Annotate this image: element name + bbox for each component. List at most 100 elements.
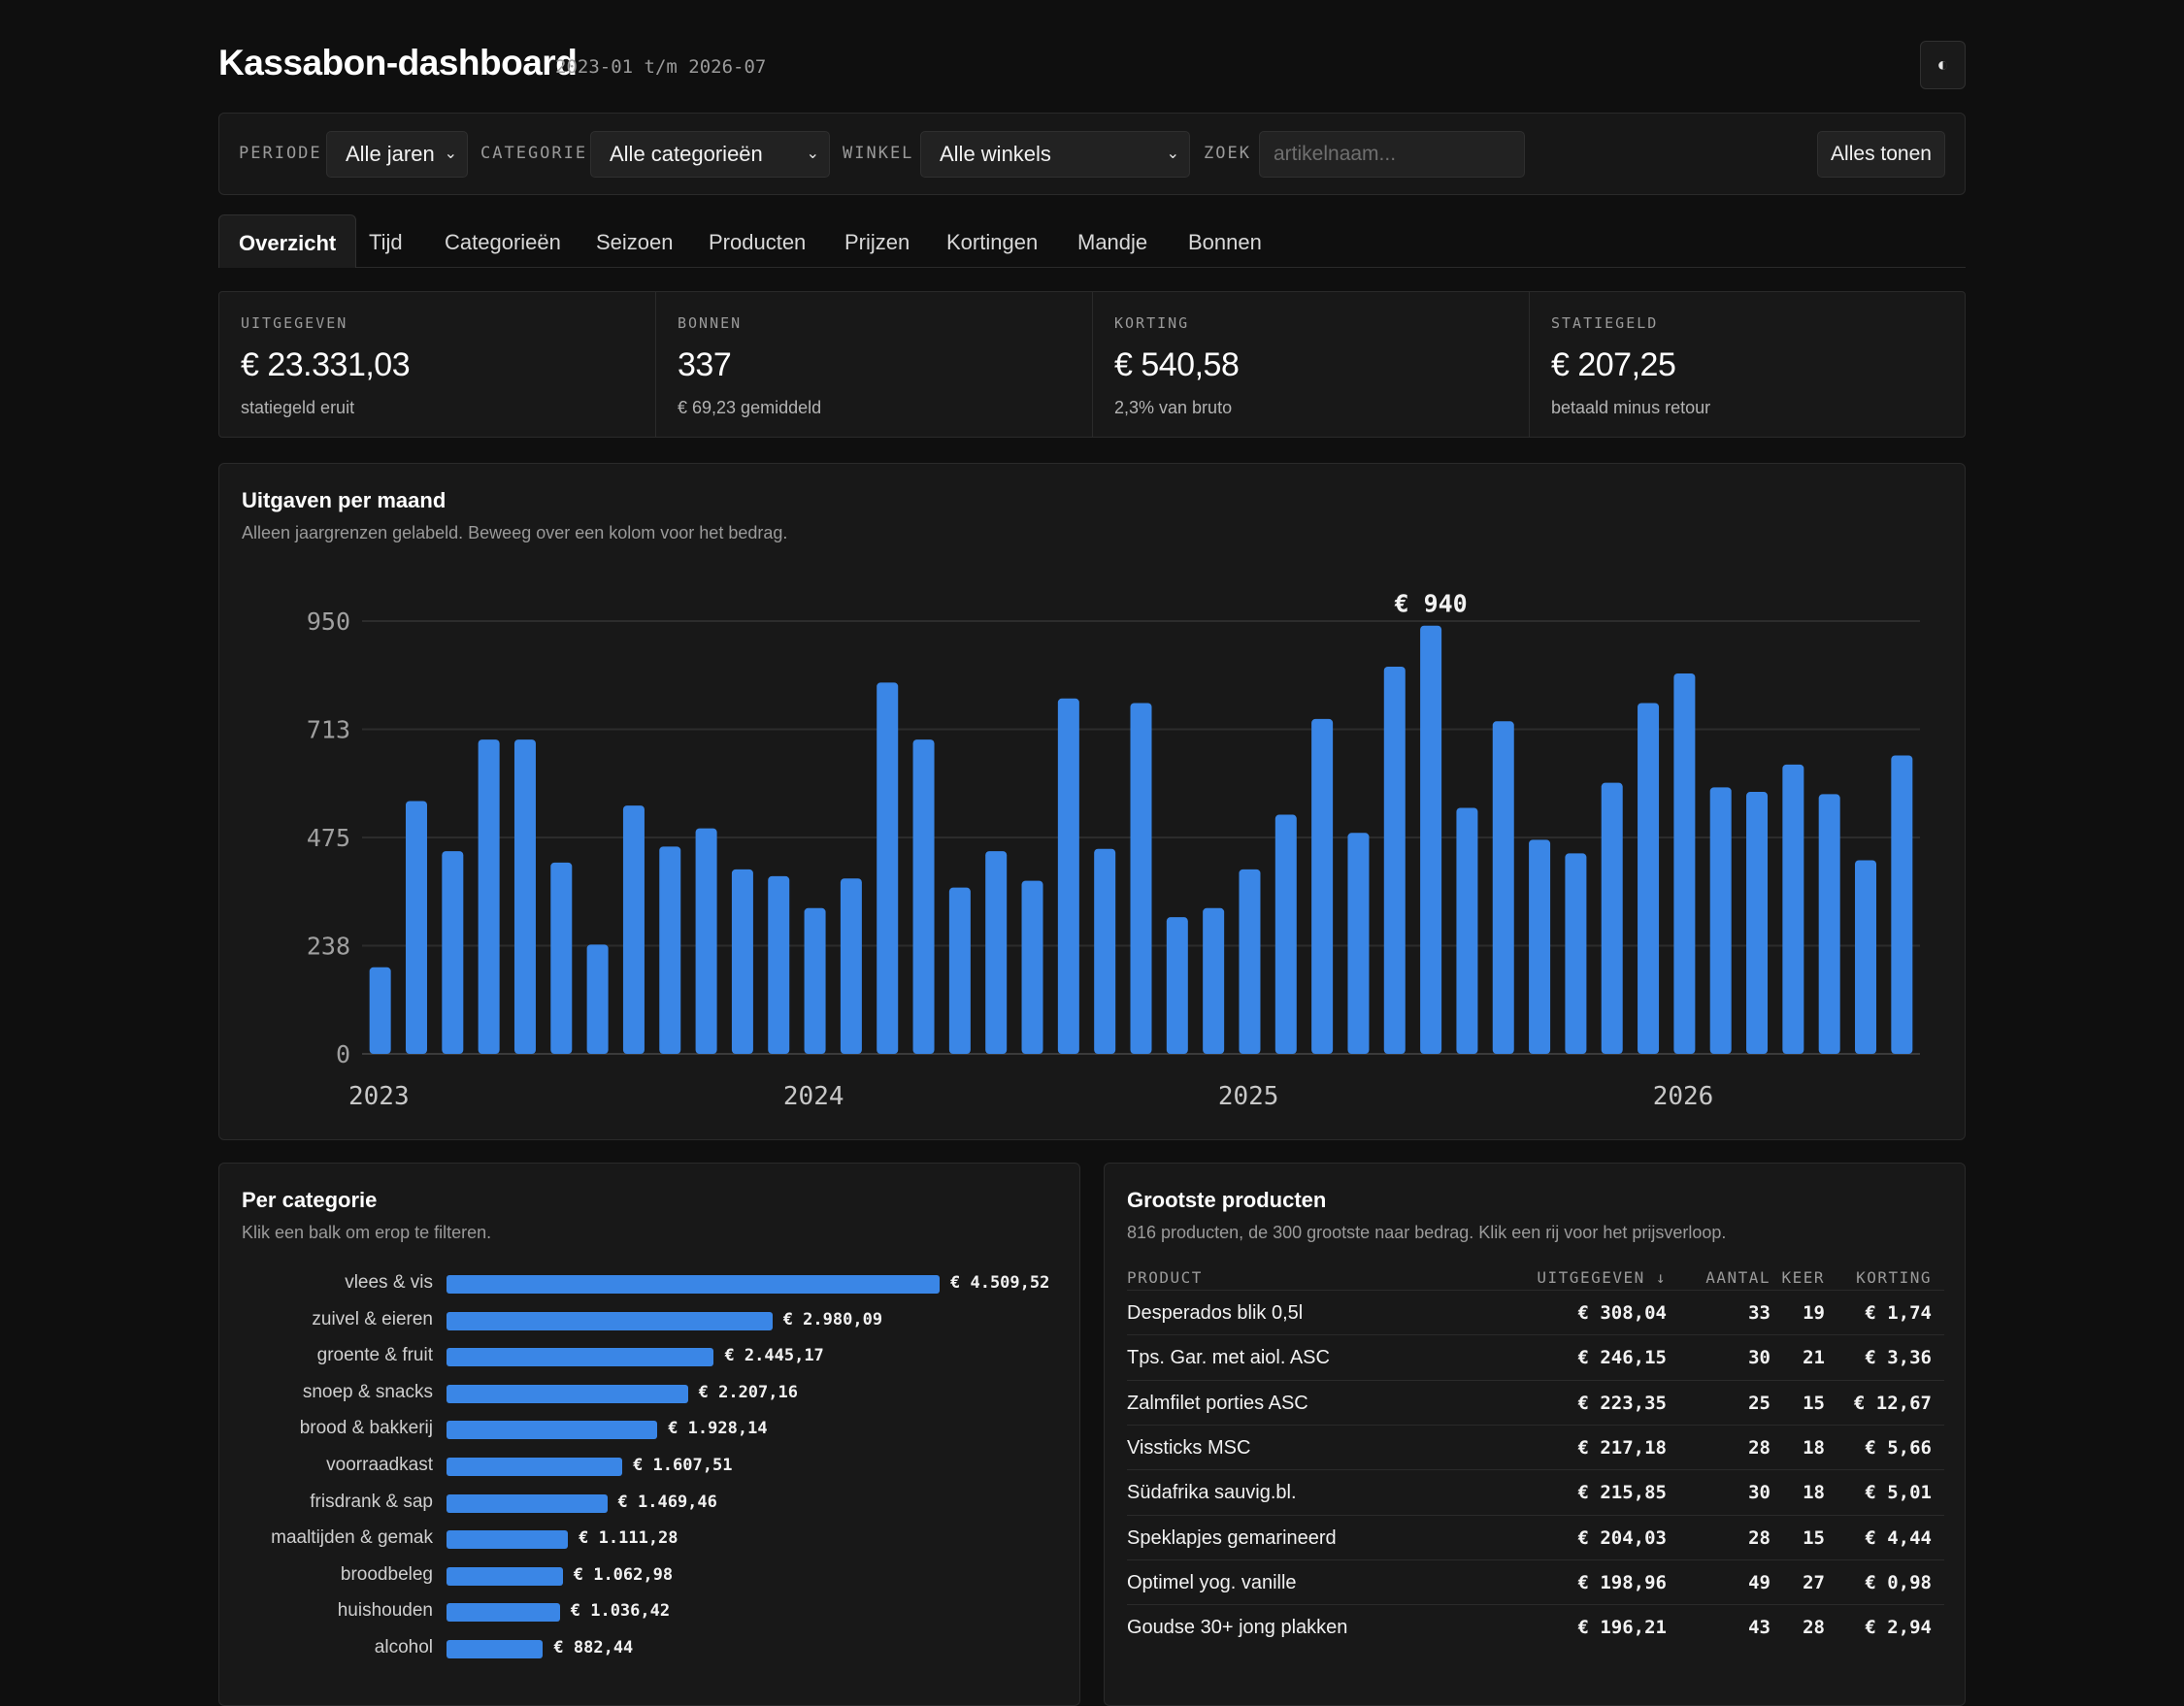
col-header-aantal[interactable]: AANTAL: [1705, 1268, 1770, 1287]
table-row[interactable]: Desperados blik 0,5l € 308,04 33 19 € 1,74: [1127, 1290, 1944, 1334]
tab-mandje[interactable]: Mandje: [1077, 230, 1148, 254]
category-row[interactable]: zuivel & eieren € 2.980,09: [219, 1307, 1081, 1336]
category-bar[interactable]: [447, 1458, 623, 1476]
month-bar: [1311, 718, 1334, 1054]
category-bar[interactable]: [447, 1530, 569, 1550]
category-bar[interactable]: [447, 1640, 544, 1658]
product-times: 28: [1803, 1617, 1825, 1639]
month-bar: [1203, 907, 1225, 1054]
x-tick-label: 2023: [348, 1082, 410, 1111]
product-quantity: 30: [1748, 1482, 1770, 1504]
tab-overzicht[interactable]: Overzicht: [218, 214, 357, 268]
category-bar[interactable]: [447, 1566, 563, 1586]
category-bar[interactable]: [447, 1384, 688, 1403]
month-bar: [768, 875, 790, 1054]
x-tick-label: 2024: [783, 1082, 844, 1111]
product-times: 18: [1803, 1436, 1825, 1459]
tab-tijd[interactable]: Tijd: [369, 230, 403, 254]
product-spent: € 308,04: [1577, 1302, 1667, 1324]
product-name: Südafrika sauvig.bl.: [1127, 1482, 1297, 1504]
month-bar: [1709, 787, 1732, 1054]
kpi-bonnen: BONNEN 337 € 69,23 gemiddeld: [656, 292, 1093, 437]
table-row[interactable]: Zalmfilet porties ASC € 223,35 25 15 € 12,67: [1127, 1379, 1944, 1425]
top-products-card: Grootste producten 816 producten, de 300…: [1104, 1163, 1966, 1706]
tab-categorieen[interactable]: Categorieën: [445, 230, 561, 254]
month-bar: [1492, 721, 1514, 1054]
table-row[interactable]: Optimel yog. vanille € 198,96 49 27 € 0,98: [1127, 1558, 1944, 1604]
category-name: snoep & snacks: [302, 1381, 433, 1402]
product-name: Desperados blik 0,5l: [1127, 1302, 1304, 1324]
month-bar: [1239, 869, 1261, 1054]
product-quantity: 33: [1748, 1302, 1770, 1324]
category-row[interactable]: broodbeleg € 1.062,98: [219, 1562, 1081, 1591]
col-header-product[interactable]: PRODUCT: [1127, 1268, 1203, 1287]
month-bar: [550, 862, 573, 1054]
month-bar: [1746, 792, 1769, 1054]
category-row[interactable]: brood & bakkerij € 1.928,14: [219, 1416, 1081, 1445]
category-row[interactable]: voorraadkast € 1.607,51: [219, 1453, 1081, 1482]
category-row[interactable]: maaltijden & gemak € 1.111,28: [219, 1526, 1081, 1555]
page-header: Kassabon-dashboard 2023-01 t/m 2026-07 ◐: [218, 39, 1966, 93]
category-bar[interactable]: [447, 1348, 714, 1367]
category-bar[interactable]: [447, 1311, 773, 1330]
category-bar[interactable]: [447, 1603, 560, 1623]
monthly-bar-chart: 0 238 475 713 950 € 940 2023 2024 2025 2026: [307, 590, 1920, 1111]
month-bar: [1021, 880, 1043, 1054]
product-name: Vissticks MSC: [1127, 1436, 1251, 1459]
winkel-select[interactable]: Alle winkels ⌄: [920, 131, 1190, 178]
table-row[interactable]: Goudse 30+ jong plakken € 196,21 43 28 € 2,9…: [1127, 1604, 1944, 1649]
category-row[interactable]: groente & fruit € 2.445,17: [219, 1343, 1081, 1372]
category-row[interactable]: vlees & vis € 4.509,52: [219, 1270, 1081, 1299]
tab-producten[interactable]: Producten: [709, 230, 807, 254]
product-times: 15: [1803, 1526, 1825, 1549]
tab-seizoen[interactable]: Seizoen: [596, 230, 674, 254]
product-quantity: 25: [1748, 1392, 1770, 1414]
product-discount: € 12,67: [1853, 1392, 1932, 1414]
tab-prijzen[interactable]: Prijzen: [844, 230, 910, 254]
category-row[interactable]: frisdrank & sap € 1.469,46: [219, 1490, 1081, 1519]
category-row[interactable]: snoep & snacks € 2.207,16: [219, 1380, 1081, 1409]
month-bar: [586, 944, 609, 1054]
table-row[interactable]: Speklapjes gemarineerd € 204,03 28 15 € 4,44: [1127, 1514, 1944, 1559]
month-bar: [877, 682, 899, 1054]
show-all-button[interactable]: Alles tonen: [1817, 131, 1945, 178]
month-bar: [804, 907, 826, 1054]
category-bar[interactable]: [447, 1493, 608, 1513]
category-bar[interactable]: [447, 1275, 940, 1294]
categorie-select[interactable]: Alle categorieën ⌄: [590, 131, 830, 178]
dashboard: Kassabon-dashboard 2023-01 t/m 2026-07 ◐…: [218, 0, 1966, 1706]
category-row[interactable]: huishouden € 1.036,42: [219, 1598, 1081, 1627]
filter-bar: PERIODE Alle jaren ⌄ CATEGORIE Alle cate…: [218, 113, 1966, 195]
tab-bar: Overzicht Tijd Categorieën Seizoen Produ…: [218, 214, 1966, 268]
table-row[interactable]: Südafrika sauvig.bl. € 215,85 30 18 € 5,01: [1127, 1469, 1944, 1514]
product-name: Optimel yog. vanille: [1127, 1571, 1297, 1593]
date-range: 2023-01 t/m 2026-07: [555, 56, 767, 78]
theme-toggle-button[interactable]: ◐: [1920, 41, 1966, 89]
kpi-sub: betaald minus retour: [1551, 398, 1711, 417]
month-bar: [622, 805, 645, 1054]
col-header-keer[interactable]: KEER: [1781, 1268, 1825, 1287]
category-name: broodbeleg: [340, 1563, 433, 1585]
category-name: alcohol: [374, 1637, 433, 1657]
tab-bonnen[interactable]: Bonnen: [1188, 230, 1262, 254]
col-header-korting[interactable]: KORTING: [1856, 1268, 1932, 1287]
winkel-value: Alle winkels: [940, 142, 1051, 166]
col-header-uitgegeven[interactable]: UITGEGEVEN ↓: [1537, 1268, 1667, 1287]
month-bar: [478, 739, 500, 1054]
table-row[interactable]: Tps. Gar. met aiol. ASC € 246,15 30 21 € 3,3…: [1127, 1334, 1944, 1379]
category-name: huishouden: [337, 1600, 433, 1622]
periode-select[interactable]: Alle jaren ⌄: [326, 131, 468, 178]
product-discount: € 2,94: [1865, 1617, 1932, 1639]
products-title: Grootste producten: [1127, 1188, 1327, 1212]
category-bar[interactable]: [447, 1421, 658, 1440]
kpi-strip: UITGEGEVEN € 23.331,03 statiegeld eruit …: [218, 291, 1966, 438]
tab-kortingen[interactable]: Kortingen: [946, 230, 1039, 254]
product-times: 19: [1803, 1302, 1825, 1324]
kpi-sub: statiegeld eruit: [241, 398, 355, 417]
chart-title: Uitgaven per maand: [242, 488, 447, 512]
category-description: Klik een balk om erop te filteren.: [242, 1223, 492, 1242]
table-row[interactable]: Vissticks MSC € 217,18 28 18 € 5,66: [1127, 1424, 1944, 1469]
category-row[interactable]: alcohol € 882,44: [219, 1635, 1081, 1664]
search-input[interactable]: artikelnaam...: [1259, 131, 1525, 178]
product-spent: € 217,18: [1577, 1436, 1667, 1459]
